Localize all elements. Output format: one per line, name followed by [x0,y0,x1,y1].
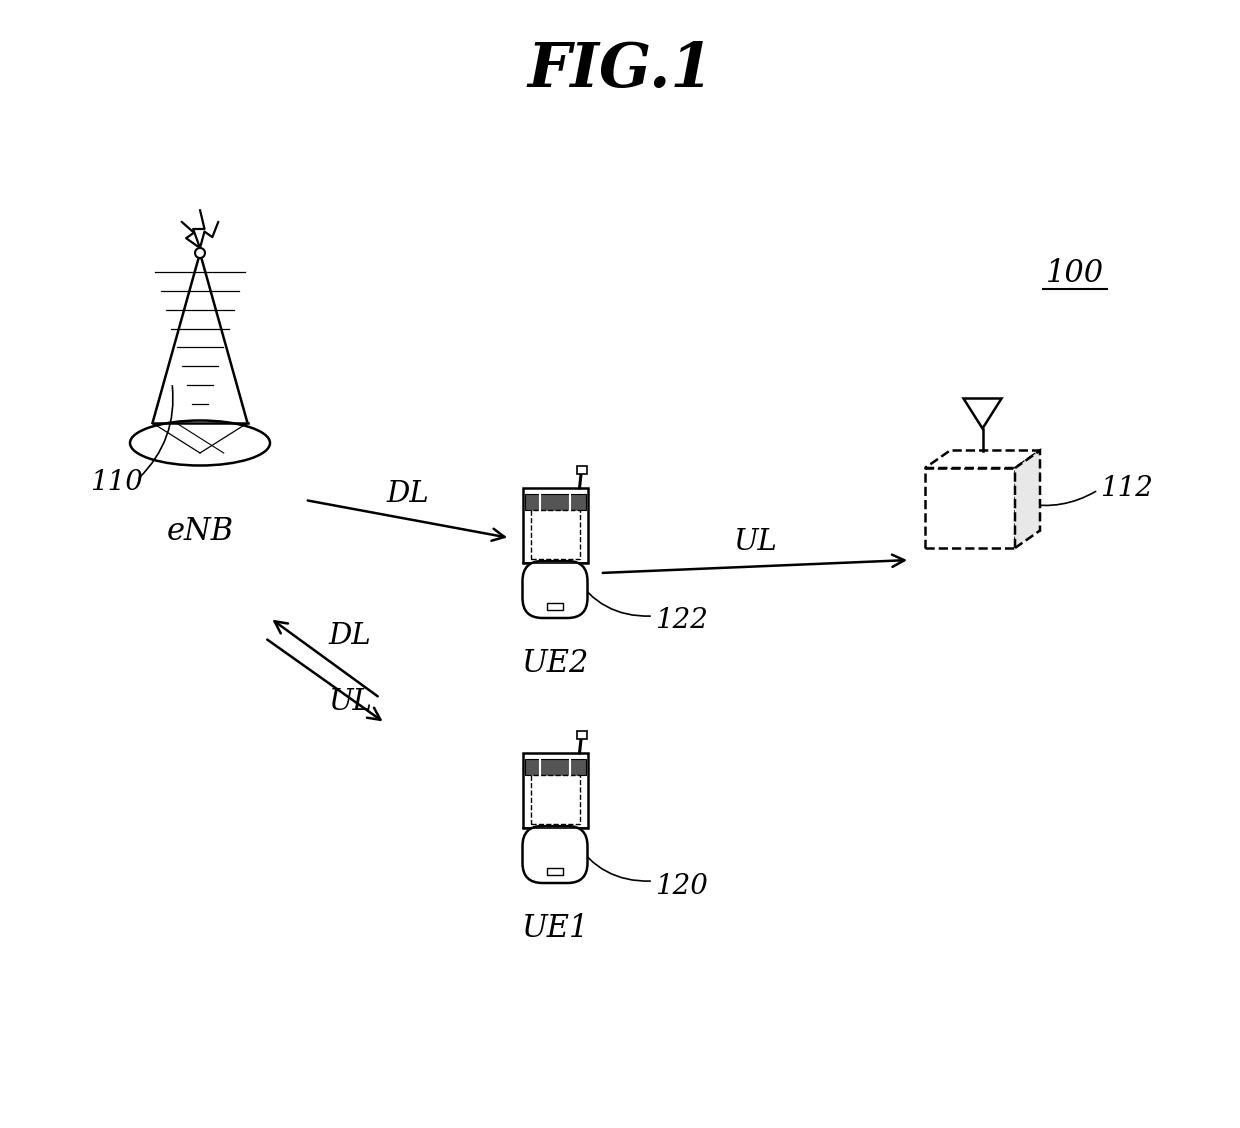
Text: 112: 112 [1100,475,1153,502]
Text: 100: 100 [1045,257,1104,289]
Text: DL: DL [386,481,429,508]
FancyBboxPatch shape [522,826,588,883]
FancyArrowPatch shape [574,840,650,881]
Bar [547,603,563,610]
Text: UE2: UE2 [521,647,589,679]
Bar [577,731,587,739]
Text: eNB: eNB [166,515,233,547]
FancyArrowPatch shape [574,575,650,616]
FancyArrowPatch shape [1024,492,1096,505]
Text: DL: DL [329,622,371,650]
FancyBboxPatch shape [522,488,588,563]
Bar [925,468,1016,548]
FancyBboxPatch shape [531,510,579,559]
Bar [525,759,585,775]
Polygon shape [925,450,1040,468]
Bar [577,466,587,474]
FancyArrowPatch shape [139,386,172,478]
Text: UL: UL [329,688,372,716]
Text: UE1: UE1 [521,913,589,944]
Polygon shape [1016,450,1040,548]
FancyBboxPatch shape [531,775,579,823]
Text: FIG.1: FIG.1 [527,39,713,100]
FancyBboxPatch shape [522,561,588,618]
Bar [525,494,585,510]
Bar [547,869,563,875]
Text: 110: 110 [91,469,143,496]
FancyBboxPatch shape [522,754,588,828]
Text: 120: 120 [655,872,708,899]
Text: UL: UL [733,528,777,555]
Text: 122: 122 [655,608,708,634]
Circle shape [195,248,205,258]
